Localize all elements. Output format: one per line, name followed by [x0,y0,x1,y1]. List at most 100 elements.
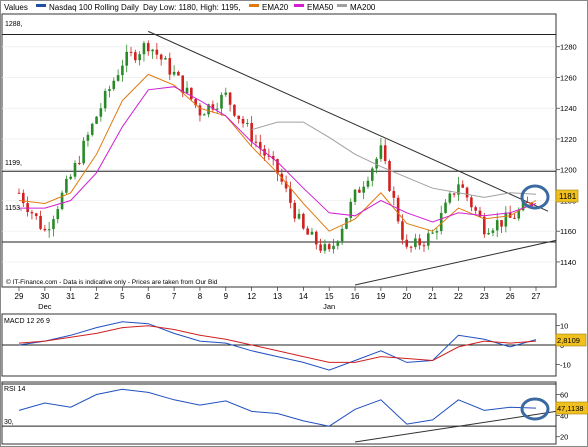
x-axis: 29 30 31 2 5 6 7 8 9 12 13 14 15 16 19 20 21 22 23 26 27 Dec J… [15,287,541,311]
candle-body [254,141,258,143]
candle-body [233,104,236,116]
x-tick-label: 27 [532,292,541,301]
x-tick-label: 13 [273,292,282,301]
candle-body [129,51,133,53]
rsi-panel [1,381,557,445]
instrument-name: Nasdaq 100 Rolling Daily [49,3,139,12]
rsi-trendline [354,410,557,443]
x-tick-label: 8 [198,292,203,301]
rsi-value: 47,1138 [557,404,584,413]
legend-header: Values Nasdaq 100 Rolling Daily Day Low:… [4,3,376,12]
rsi-ytick-label: 40 [560,412,568,421]
candle-body [414,238,417,248]
candle-body [336,241,340,246]
rsi-highlight-circle [520,397,550,421]
current-price-box [555,189,579,203]
level-label-top: 1288, [5,21,23,28]
x-tick-label: 15 [325,292,334,301]
candle-body [22,192,25,204]
candle-body [379,145,383,159]
rsi-line [18,388,537,427]
x-tick-label: 14 [299,292,308,301]
candle-body [526,202,529,204]
candle-body [362,186,365,193]
rsi-layer: 60 40 20 [2,383,568,443]
candle-body [409,246,413,248]
level-label-low: 1153, [5,205,22,212]
macd-line [18,321,537,371]
rsi-ytick-label: 60 [560,391,568,400]
candle-body [401,221,404,240]
candle-body [112,80,116,90]
candle-body [302,213,305,229]
candle-body [314,231,318,245]
candle-body [353,189,357,202]
current-price-value: 1181 [559,192,577,201]
candle-body [39,215,42,229]
candle-body [86,134,90,141]
credit-text: © IT-Finance.com - Data is indicative on… [6,278,218,286]
x-tick-label: 23 [480,292,489,301]
candle-body [181,75,185,94]
trendlines [148,30,557,286]
month-label-jan: Jan [323,302,335,311]
candle-body [56,209,60,220]
candle-body [30,212,34,214]
candle-body [418,238,421,246]
candle-body [95,116,98,124]
candle-body [194,99,197,106]
candle-body [246,122,249,124]
candle-body [487,232,490,235]
x-tick-label: 9 [224,292,229,301]
candle-body [323,244,327,251]
candle-body [73,162,77,177]
candle-body [375,158,378,169]
candle-body [327,244,331,250]
candle-body [69,176,72,179]
candle-body [388,161,391,191]
candle-body [258,142,262,149]
candle-body [504,212,508,227]
candle-body [444,202,447,213]
candle-body [405,239,409,247]
candle-body [431,232,434,234]
x-tick-label: 30 [40,292,49,301]
x-tick-label: 22 [454,292,463,301]
candle-body [134,52,137,61]
candle-body [211,104,215,110]
ma200-legend: MA200 [350,3,376,12]
candles [17,40,533,254]
candle-body [215,108,219,110]
ema20-swatch [249,4,259,7]
candle-body [60,192,64,210]
x-tick-label: 20 [402,292,411,301]
day-range: Day Low: 1180, High: 1195, [143,3,241,12]
candle-body [340,228,344,242]
candle-body [297,213,301,219]
candle-body [349,201,353,218]
ma200-swatch [337,4,347,7]
rsi-value-box [555,401,588,415]
candle-body [383,145,387,162]
candle-body [103,90,107,109]
level-label-mid: 1199, [5,160,22,167]
macd-value-box [555,333,587,347]
candle-body [396,197,400,222]
candle-body [289,188,292,203]
candle-body [142,43,146,55]
candle-body [185,87,189,94]
price-ytick-label: 1220 [560,135,577,144]
candle-body [228,92,232,105]
candle-body [461,184,465,188]
x-tick-label: 16 [351,292,360,301]
candle-body [470,197,473,208]
candle-body [121,65,124,76]
candle-body [521,202,525,211]
moving-averages [18,73,537,232]
candle-body [513,217,516,219]
candle-body [108,89,111,91]
candle-body [435,231,439,233]
price-levels [2,33,556,243]
candle-body [151,49,154,52]
candle-body [500,220,503,227]
